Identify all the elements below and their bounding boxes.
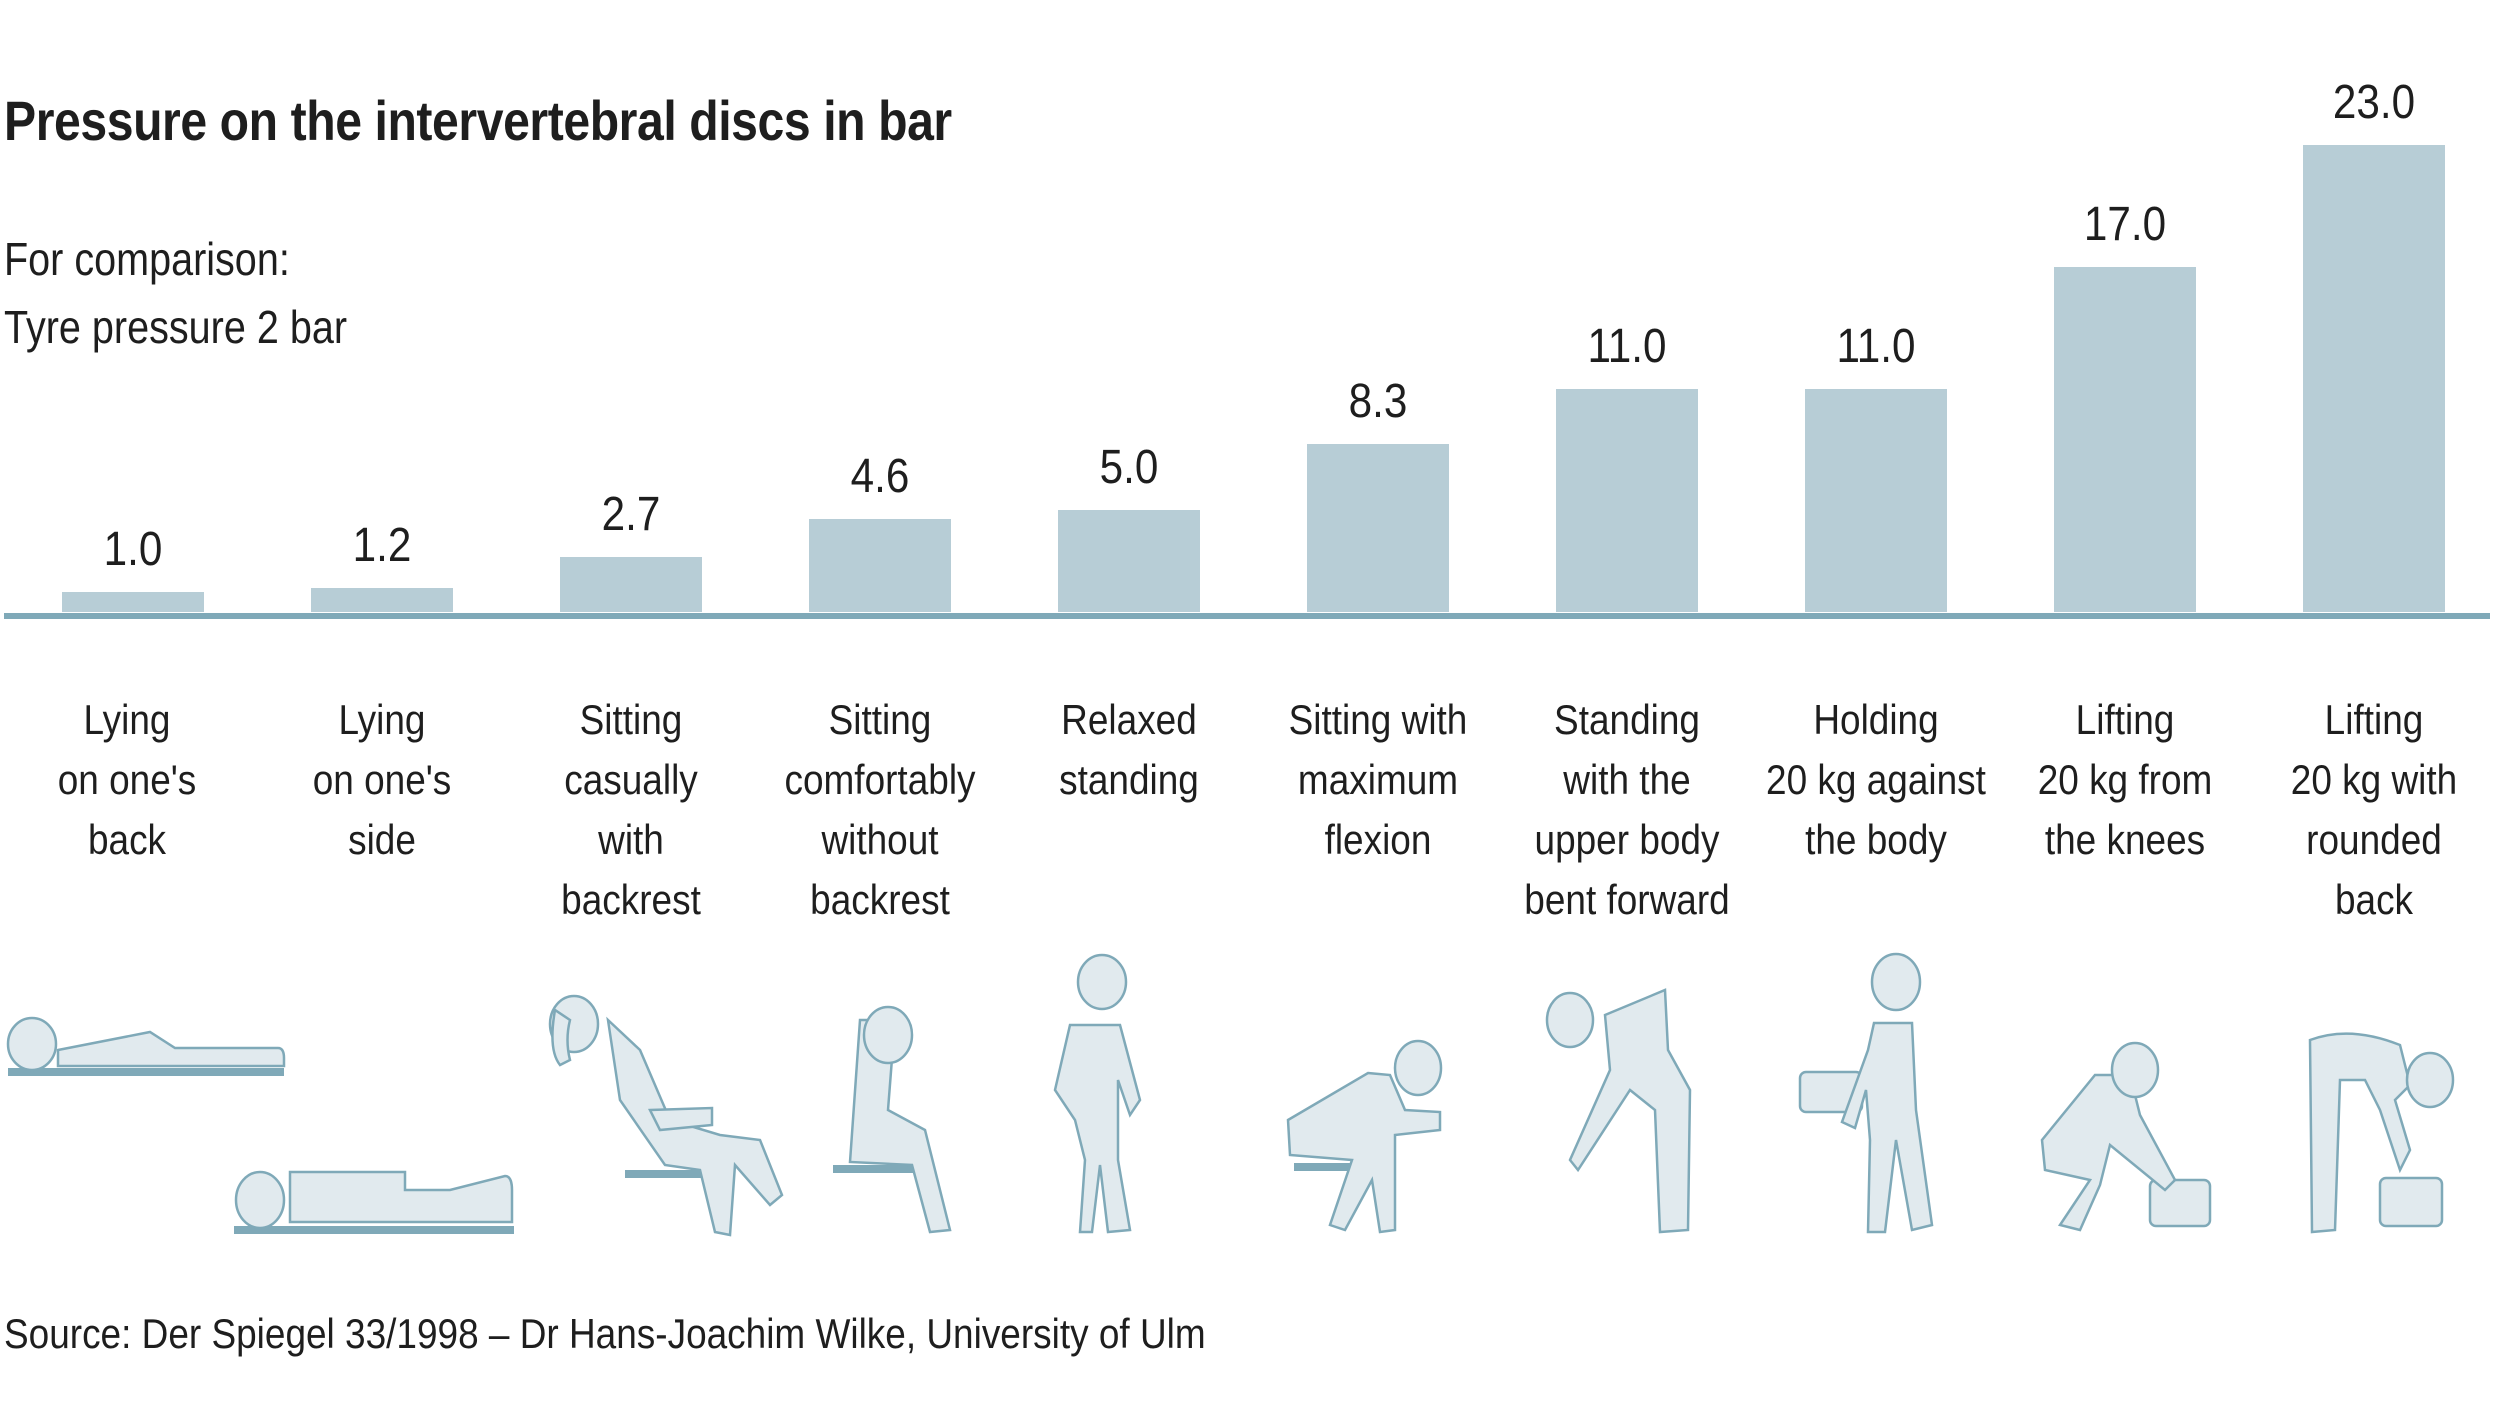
holding-box-figure-icon bbox=[1798, 952, 1934, 1234]
bar-value-label: 5.0 bbox=[1099, 441, 1159, 494]
lying-on-back-figure-icon bbox=[6, 1016, 286, 1076]
bar-value-label: 8.3 bbox=[1348, 375, 1408, 428]
bar-value-label: 17.0 bbox=[2083, 198, 2167, 251]
sitting-flexed-figure-icon bbox=[1286, 1039, 1443, 1234]
x-axis-line bbox=[4, 613, 2490, 619]
category-label: Sitting comfortably without backrest bbox=[784, 696, 976, 923]
category-label: Lifting 20 kg with rounded back bbox=[2290, 696, 2458, 923]
bar-value-label: 1.0 bbox=[103, 523, 163, 576]
category-label: Standing with the upper body bent forwar… bbox=[1524, 696, 1730, 923]
standing-figure-icon bbox=[1053, 953, 1142, 1234]
bar bbox=[809, 519, 951, 612]
sitting-upright-figure-icon bbox=[833, 1005, 952, 1234]
source-note: Source: Der Spiegel 33/1998 – Dr Hans-Jo… bbox=[4, 1310, 1206, 1357]
category-label: Sitting with maximum flexion bbox=[1288, 696, 1468, 863]
category-label: Holding 20 kg against the body bbox=[1766, 696, 1986, 863]
comparison-label: For comparison: bbox=[4, 233, 290, 285]
bar-value-label: 23.0 bbox=[2332, 76, 2416, 129]
bar-value-label: 4.6 bbox=[850, 450, 910, 503]
bar bbox=[2054, 267, 2196, 612]
category-label: Lifting 20 kg from the knees bbox=[2037, 696, 2213, 863]
bar-value-label: 2.7 bbox=[601, 488, 661, 541]
comparison-value: Tyre pressure 2 bar bbox=[4, 301, 348, 353]
bar bbox=[62, 592, 204, 612]
bar bbox=[560, 557, 702, 612]
lifting-knees-figure-icon bbox=[2040, 1041, 2212, 1232]
bar-value-label: 11.0 bbox=[1587, 320, 1667, 373]
bar-value-label: 1.2 bbox=[352, 519, 412, 572]
posture-figures bbox=[6, 952, 2455, 1237]
bar-value-label: 11.0 bbox=[1836, 320, 1916, 373]
category-label: Relaxed standing bbox=[1059, 696, 1199, 803]
category-label: Lying on one's side bbox=[312, 696, 452, 863]
bar bbox=[311, 588, 453, 612]
lifting-rounded-back-figure-icon bbox=[2308, 1032, 2455, 1234]
bar bbox=[2303, 145, 2445, 612]
bar bbox=[1058, 510, 1200, 612]
standing-bent-figure-icon bbox=[1545, 988, 1692, 1234]
chart-title: Pressure on the intervertebral discs in … bbox=[4, 89, 952, 152]
bar bbox=[1307, 444, 1449, 612]
lying-on-side-figure-icon bbox=[234, 1170, 514, 1234]
sitting-reclined-figure-icon bbox=[548, 994, 784, 1237]
bar bbox=[1805, 389, 1947, 612]
category-label: Sitting casually with backrest bbox=[561, 696, 701, 923]
category-label: Lying on one's back bbox=[57, 696, 197, 863]
bar bbox=[1556, 389, 1698, 612]
